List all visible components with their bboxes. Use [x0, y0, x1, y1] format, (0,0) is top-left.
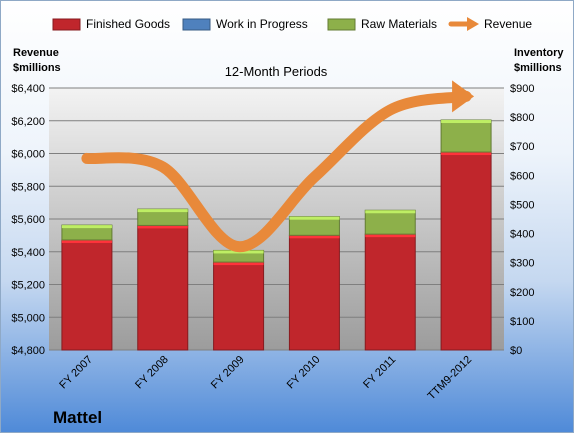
right-tick-label: $700	[510, 141, 534, 153]
right-tick-label: $600	[510, 170, 534, 182]
right-tick-label: $800	[510, 112, 534, 124]
legend-label: Finished Goods	[86, 17, 170, 31]
legend-swatch	[52, 18, 81, 31]
left-tick-label: $5,600	[11, 214, 45, 226]
legend-label: Revenue	[484, 17, 532, 31]
left-tick-label: $5,800	[11, 181, 45, 193]
revenue-line	[81, 80, 475, 253]
bar-highlight	[441, 152, 492, 156]
bar-highlight	[365, 234, 416, 238]
x-tick-label: FY 2008	[133, 354, 171, 392]
legend-label: Work in Progress	[216, 17, 308, 31]
bar-highlight	[61, 239, 112, 243]
left-tick-label: $6,400	[11, 83, 45, 95]
bar-raw-materials	[364, 209, 416, 235]
bar-finished-goods	[137, 224, 189, 351]
revenue-point	[313, 176, 315, 178]
x-tick-label: FY 2009	[209, 354, 247, 392]
legend: Finished Goods Work in Progress Raw Materi…	[52, 17, 532, 31]
revenue-point	[162, 166, 164, 168]
bar-finished-goods	[213, 261, 265, 351]
bar-raw-materials	[440, 119, 492, 153]
right-tick-label: $0	[510, 345, 522, 357]
left-tick-label: $5,400	[11, 247, 45, 259]
legend-swatch-arrow	[467, 17, 479, 31]
revenue-point	[238, 246, 240, 248]
bar-finished-goods	[288, 234, 340, 351]
bar-finished-goods	[61, 239, 113, 351]
right-tick-label: $400	[510, 229, 534, 241]
right-tick-label: $900	[510, 83, 534, 95]
x-tick-label: FY 2011	[361, 354, 398, 391]
legend-label: Raw Materials	[361, 17, 437, 31]
legend-swatch	[182, 18, 211, 31]
bar-highlight	[213, 262, 264, 266]
bar-highlight	[289, 216, 340, 220]
chart-subtitle: 12-Month Periods	[225, 64, 328, 79]
x-tick-label: FY 2010	[285, 354, 323, 392]
right-axis-ticks: $0 $100 $200 $300 $400 $500 $600 $700 $800 $900	[510, 83, 534, 357]
revenue-point	[86, 157, 88, 159]
bar-highlight	[441, 120, 492, 124]
left-axis-ticks: $4,800 $5,000 $5,200 $5,400 $5,600 $5,800 $6,0…	[11, 83, 45, 357]
left-axis-title-line2: $millions	[13, 62, 61, 74]
left-tick-label: $6,200	[11, 116, 45, 128]
bar-highlight	[365, 210, 416, 214]
right-tick-label: $500	[510, 199, 534, 211]
revenue-point	[389, 109, 391, 111]
left-tick-label: $5,000	[11, 312, 45, 324]
x-tick-label: TTM9-2012	[426, 354, 475, 403]
company-name: Mattel	[53, 408, 102, 427]
bar-highlight	[289, 235, 340, 239]
bar-finished-goods	[364, 233, 416, 351]
x-axis-ticks: FY 2007 FY 2008 FY 2009 FY 2010 FY 2011 TTM9-…	[57, 354, 474, 403]
bar-finished-goods	[440, 151, 492, 351]
bar-highlight	[137, 225, 188, 229]
legend-swatch	[327, 18, 356, 31]
right-tick-label: $300	[510, 258, 534, 270]
x-tick-label: FY 2007	[57, 354, 95, 392]
revenue-arrowhead	[452, 80, 475, 113]
bar-highlight	[61, 225, 112, 229]
left-axis-title-line1: Revenue	[13, 47, 59, 59]
right-tick-label: $200	[510, 287, 534, 299]
left-tick-label: $6,000	[11, 149, 45, 161]
right-tick-label: $100	[510, 316, 534, 328]
revenue-point	[465, 95, 467, 97]
bars	[61, 119, 492, 351]
bar-highlight	[137, 209, 188, 213]
left-tick-label: $5,200	[11, 280, 45, 292]
right-axis-title-line1: Inventory	[514, 47, 564, 59]
left-tick-label: $4,800	[11, 345, 45, 357]
right-axis-title-line2: $millions	[514, 62, 562, 74]
